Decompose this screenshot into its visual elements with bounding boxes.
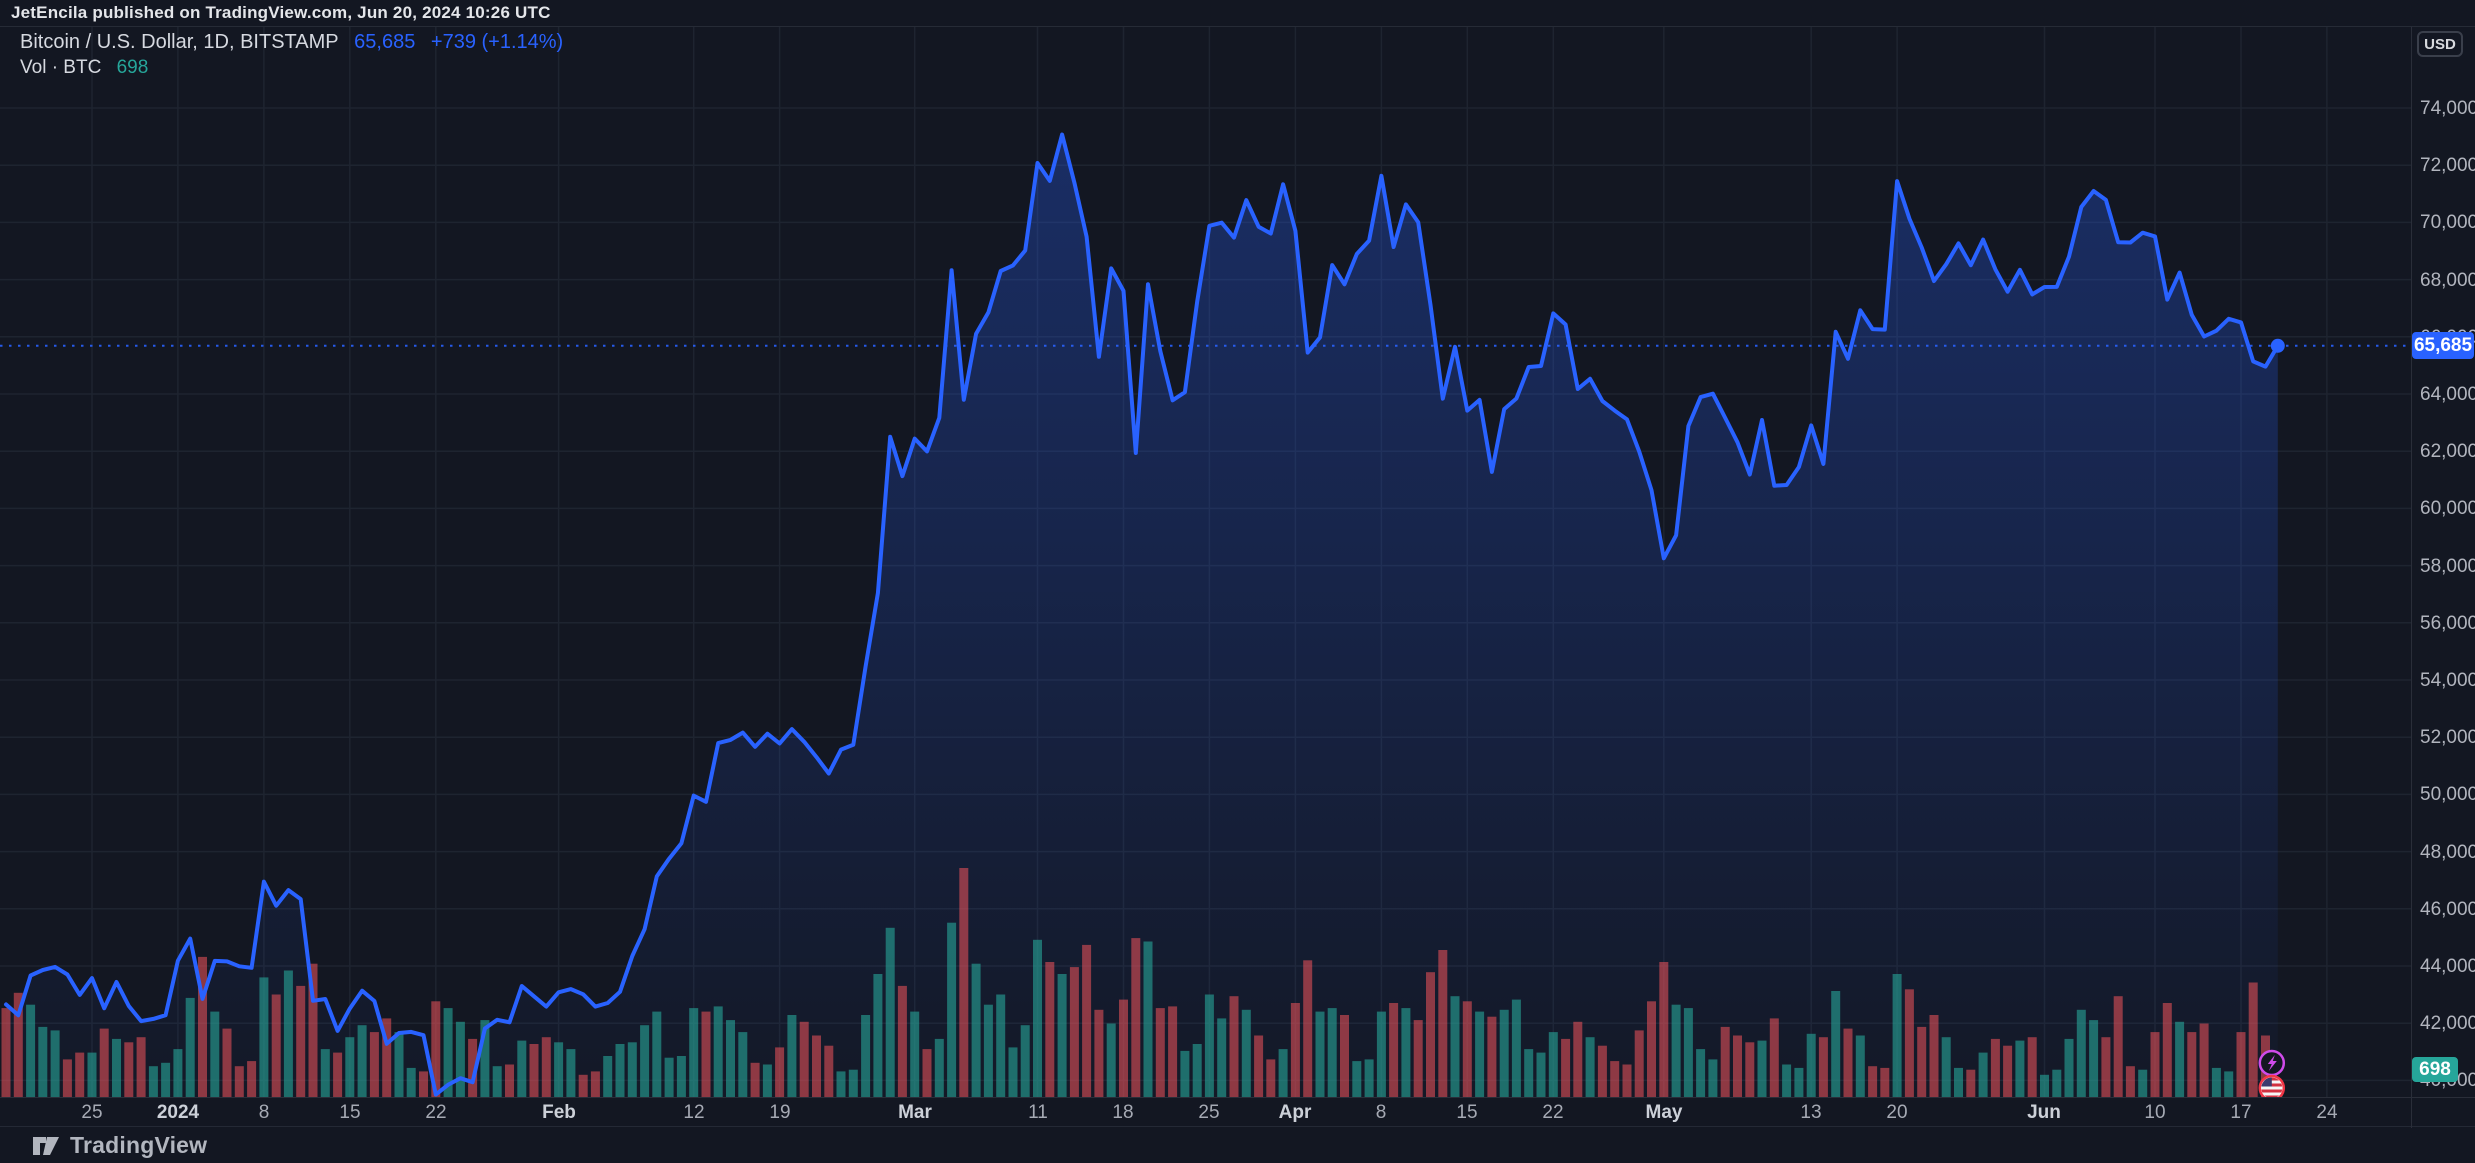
tradingview-logo[interactable]: TradingView: [31, 1132, 207, 1160]
price-axis-label: 60,000: [2420, 498, 2475, 519]
price-axis-label: 64,000: [2420, 384, 2475, 405]
time-axis-label: 17: [2230, 1102, 2252, 1123]
last-price-dot: [2270, 338, 2285, 353]
price-volume-chart[interactable]: [0, 27, 2411, 1102]
volume-study-label[interactable]: Vol · BTC: [20, 57, 102, 78]
time-axis-label: 2024: [156, 1102, 200, 1123]
time-axis-label: Mar: [898, 1102, 932, 1123]
axis-corner-separator: [2411, 1098, 2412, 1128]
time-axis-label: 18: [1112, 1102, 1134, 1123]
lightning-event-icon: [2258, 1049, 2286, 1077]
symbol-title[interactable]: Bitcoin / U.S. Dollar, 1D, BITSTAMP: [20, 31, 339, 53]
time-axis-label: 20: [1886, 1102, 1908, 1123]
time-axis[interactable]: 25 2024 8 15 22 Feb 12 19 Mar 11 18 25 Apr 8 15 22 May 13…: [0, 1097, 2475, 1128]
time-axis-label: 15: [1456, 1102, 1478, 1123]
time-axis-label: 24: [2316, 1102, 2338, 1123]
volume-study-value: 698: [116, 57, 149, 78]
time-axis-label: Apr: [1278, 1102, 1312, 1123]
chart-legend: Bitcoin / U.S. Dollar, 1D, BITSTAMP 65,6…: [20, 30, 563, 80]
chart-pane[interactable]: Bitcoin / U.S. Dollar, 1D, BITSTAMP 65,6…: [0, 27, 2411, 1102]
time-axis-label: 25: [1198, 1102, 1220, 1123]
tradingview-logo-text: TradingView: [70, 1132, 208, 1158]
price-axis-label: 50,000: [2420, 784, 2475, 805]
time-axis-label: Jun: [2027, 1102, 2061, 1123]
price-axis-label: 52,000: [2420, 727, 2475, 748]
time-axis-label: 8: [1375, 1102, 1387, 1123]
last-price-badge: 65,685: [2412, 332, 2474, 359]
time-axis-label: Feb: [542, 1102, 576, 1123]
time-axis-label: 22: [425, 1102, 447, 1123]
volume-badge: 698: [2412, 1057, 2458, 1082]
price-axis-label: 56,000: [2420, 613, 2475, 634]
price-axis-label: 46,000: [2420, 899, 2475, 920]
price-change-value: +739 (+1.14%): [430, 31, 564, 53]
time-axis-label: 10: [2144, 1102, 2166, 1123]
price-axis-label: 58,000: [2420, 556, 2475, 577]
price-axis[interactable]: 74,00072,00070,00068,00066,00064,00062,0…: [2411, 27, 2475, 1097]
time-axis-label: May: [1645, 1102, 1683, 1123]
time-axis-label: 22: [1542, 1102, 1564, 1123]
price-axis-label: 54,000: [2420, 670, 2475, 691]
time-axis-label: 8: [258, 1102, 270, 1123]
footer-bar: TradingView: [0, 1128, 2475, 1163]
price-axis-label: 62,000: [2420, 441, 2475, 462]
tradingview-logo-icon: [33, 1136, 59, 1155]
price-axis-label: 42,000: [2420, 1013, 2475, 1034]
price-axis-label: 48,000: [2420, 842, 2475, 863]
attribution-bar: JetEncila published on TradingView.com, …: [0, 0, 2475, 27]
price-axis-label: 44,000: [2420, 956, 2475, 977]
time-axis-label: 12: [683, 1102, 705, 1123]
last-price-value: 65,685: [354, 31, 416, 53]
currency-toggle-button[interactable]: USD: [2417, 31, 2463, 57]
time-axis-label: 15: [339, 1102, 361, 1123]
price-axis-label: 74,000: [2420, 98, 2475, 119]
time-axis-label: 13: [1800, 1102, 1822, 1123]
price-axis-label: 72,000: [2420, 155, 2475, 176]
time-axis-label: 25: [81, 1102, 103, 1123]
price-axis-label: 68,000: [2420, 270, 2475, 291]
attribution-text: JetEncila published on TradingView.com, …: [11, 3, 551, 22]
time-axis-label: 19: [769, 1102, 791, 1123]
time-axis-label: 11: [1028, 1102, 1048, 1123]
price-axis-label: 70,000: [2420, 212, 2475, 233]
